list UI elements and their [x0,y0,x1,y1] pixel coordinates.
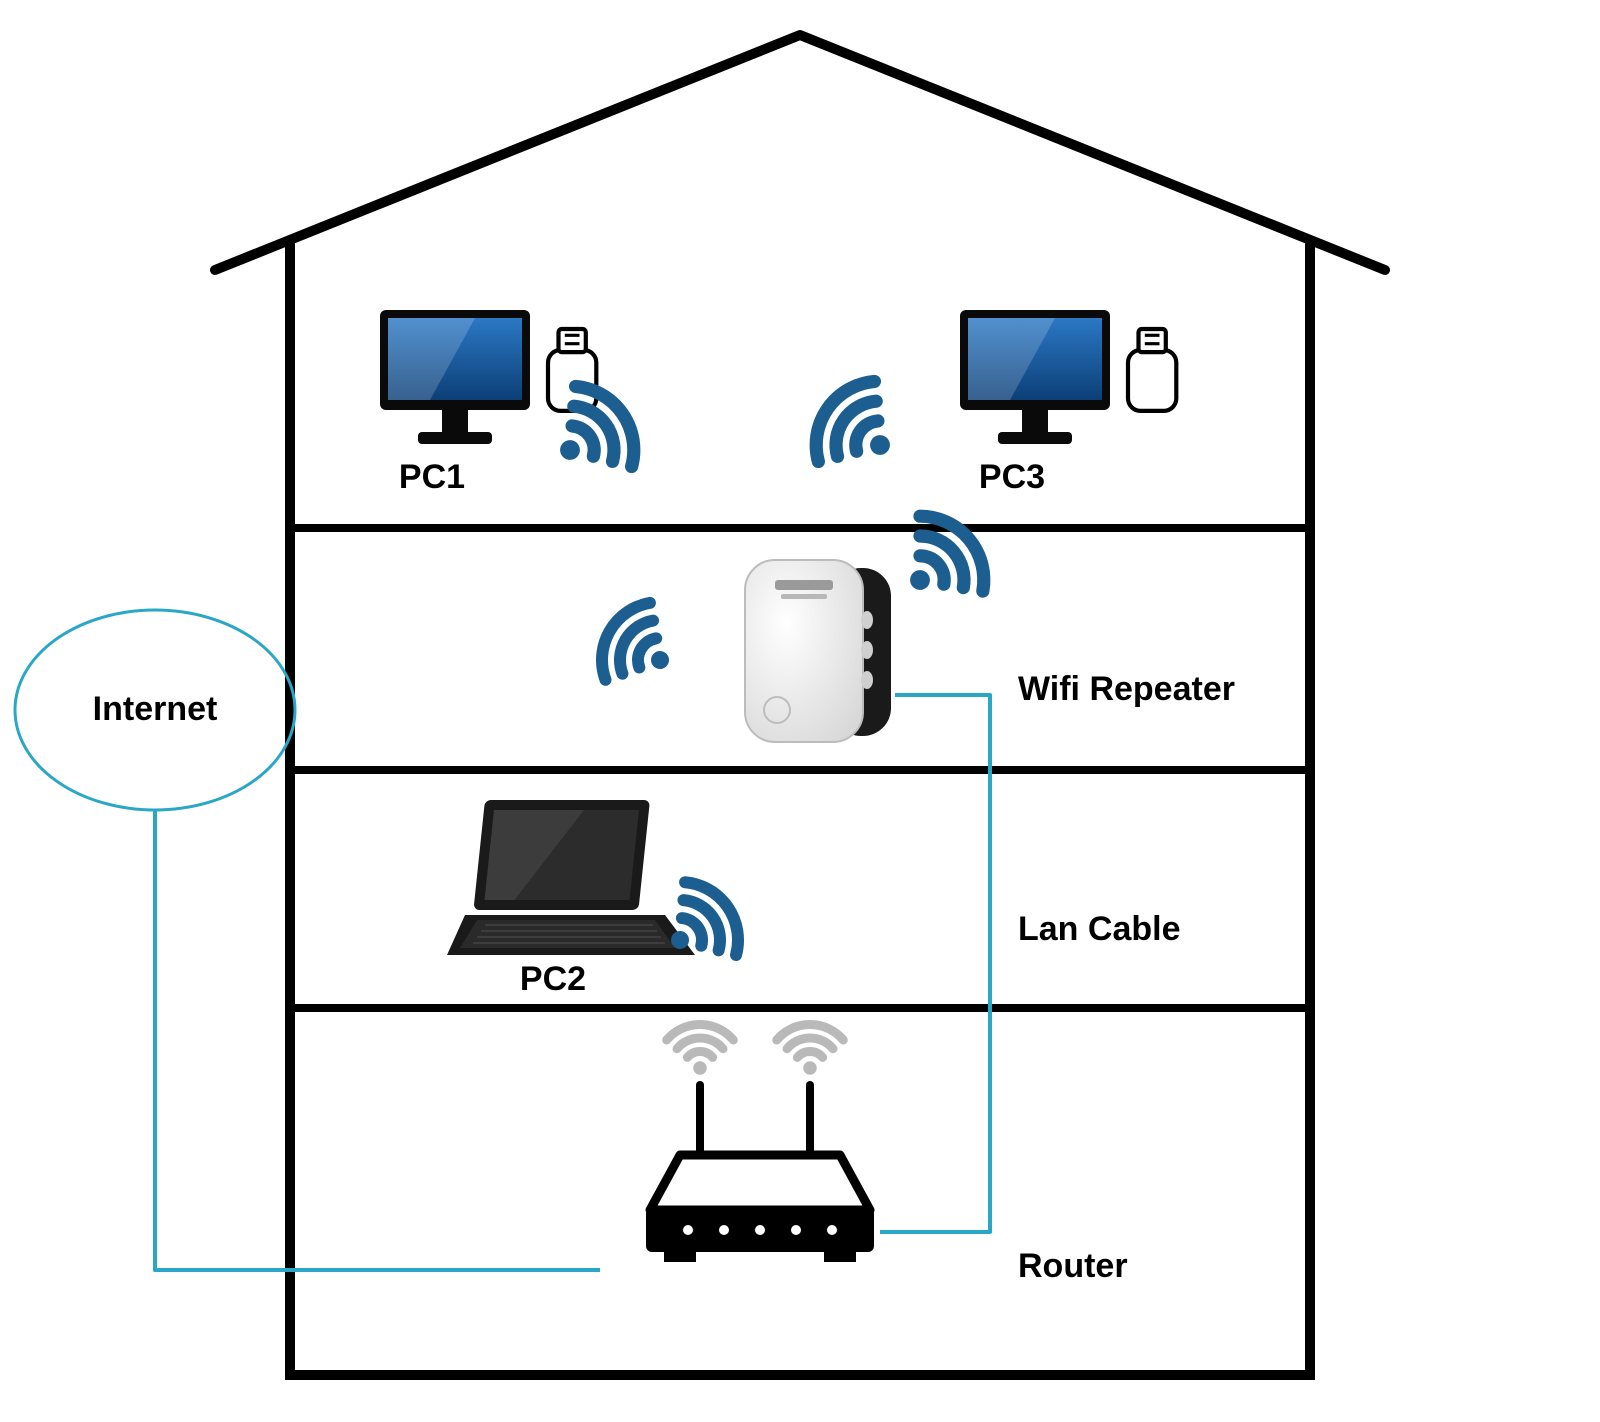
pc3-monitor-icon [960,310,1110,444]
pc2-laptop-icon [447,800,695,955]
pc1-usb-dongle-icon [548,329,596,411]
pc3-label: PC3 [979,458,1045,496]
pc1-monitor-icon [380,310,530,444]
wifi-repeater-icon [745,560,891,742]
pc1-label: PC1 [399,458,465,496]
cable-repeater-router [880,695,990,1232]
wifi-icon [588,593,690,703]
lan-cable-label: Lan Cable [1018,910,1180,948]
wifi-icon [777,1025,844,1075]
network-diagram: Internet PC1 PC3 Wifi Repeater PC2 Lan Cable R… [0,0,1600,1422]
pc2-label: PC2 [520,960,586,998]
wifi-icon [881,502,1000,624]
wifi-icon [667,1025,734,1075]
pc3-usb-dongle-icon [1128,329,1176,411]
wifi-repeater-label: Wifi Repeater [1018,670,1235,708]
house-roof [215,35,1385,270]
wifi-icon [800,368,916,490]
internet-label: Internet [93,690,218,728]
router-icon [646,1085,874,1262]
router-label: Router [1018,1247,1128,1285]
